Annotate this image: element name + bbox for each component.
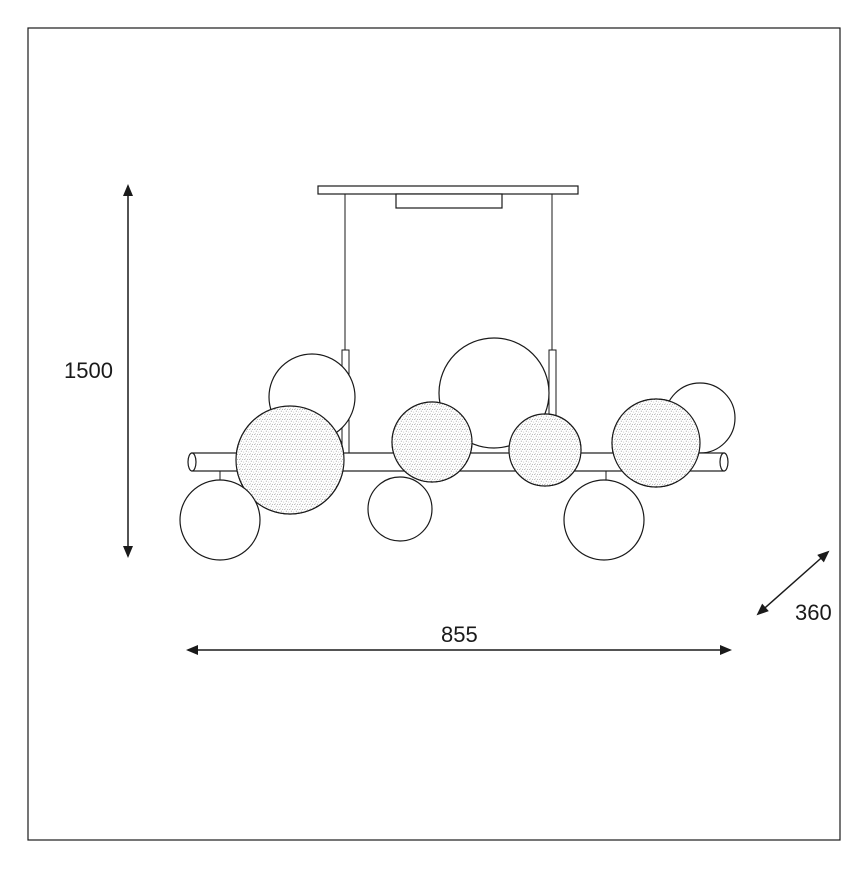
dim-height-label: 1500 [64,358,113,383]
sphere-plain-front-0 [180,480,260,560]
drawing-canvas: 1500 855 360 [0,0,868,868]
sphere-textured-front-1 [392,402,472,482]
fixture [180,186,735,560]
canopy [396,194,502,208]
bar-cap-0 [188,453,196,471]
ceiling-plate [318,186,578,194]
bar-cap-1 [720,453,728,471]
sphere-textured-front-3 [612,399,700,487]
dim-depth-label: 360 [795,600,832,625]
technical-drawing-svg: 1500 855 360 [0,0,868,868]
dim-width-label: 855 [441,622,478,647]
sphere-plain-front-1 [368,477,432,541]
sphere-textured-front-2 [509,414,581,486]
sphere-plain-front-2 [564,480,644,560]
